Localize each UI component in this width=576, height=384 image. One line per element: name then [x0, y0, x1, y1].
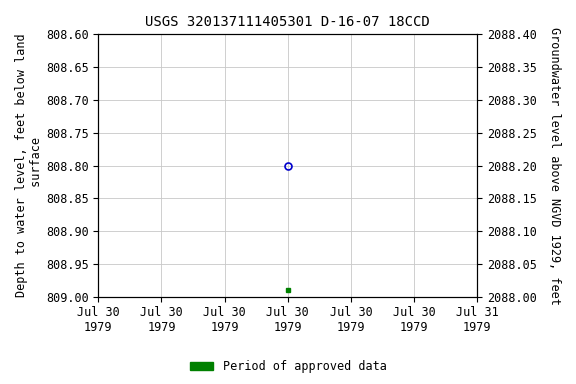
Legend: Period of approved data: Period of approved data: [185, 356, 391, 378]
Y-axis label: Groundwater level above NGVD 1929, feet: Groundwater level above NGVD 1929, feet: [548, 26, 561, 305]
Title: USGS 320137111405301 D-16-07 18CCD: USGS 320137111405301 D-16-07 18CCD: [145, 15, 430, 29]
Y-axis label: Depth to water level, feet below land
 surface: Depth to water level, feet below land su…: [15, 34, 43, 297]
